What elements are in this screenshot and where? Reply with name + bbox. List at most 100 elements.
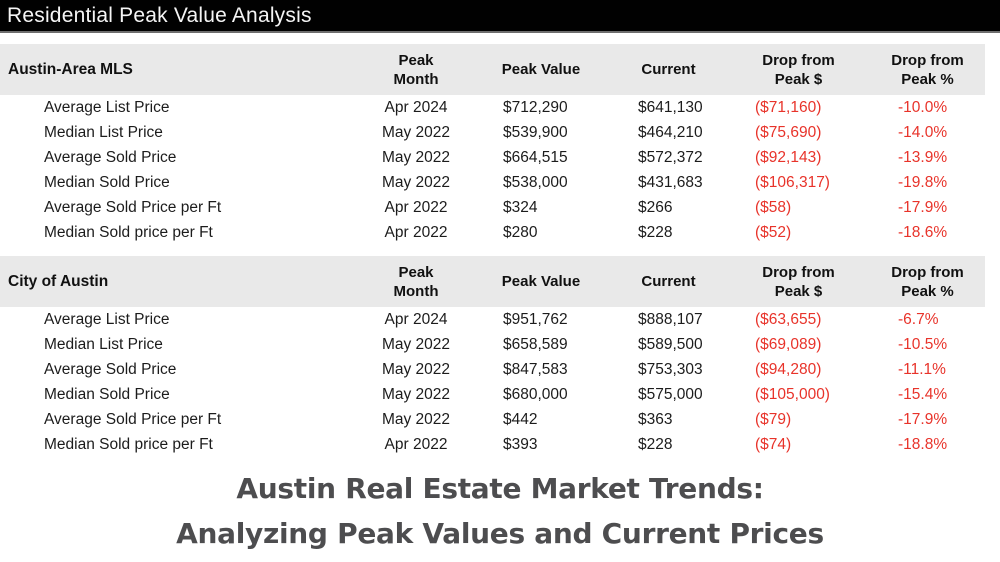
column-header-peak-month: Peak Month [393,51,439,88]
section-title: Austin-Area MLS [8,60,133,78]
cell-drop-dollar: ($105,000) [755,386,830,403]
table-row: Median List Price May 2022 $539,900 $464… [0,120,985,145]
section-title: City of Austin [8,272,109,290]
data-table: Austin-Area MLS Peak Month Peak Value Cu… [0,44,985,457]
cell-drop-percent: -13.9% [898,149,948,166]
cell-current: $228 [638,436,673,453]
cell-peak-month: May 2022 [381,411,451,428]
cell-peak-month: Apr 2024 [384,311,448,328]
column-header-drop-dollar: Drop from Peak $ [762,51,835,88]
section-city-of-austin: City of Austin Peak Month Peak Value Cur… [0,256,985,457]
cell-drop-percent: -6.7% [898,311,939,328]
cell-peak-month: Apr 2022 [384,436,448,453]
column-header-peak-value: Peak Value [501,61,581,78]
cell-current: $431,683 [638,174,703,191]
cell-metric-label: Average List Price [44,311,170,328]
cell-metric-label: Median Sold Price [44,174,170,191]
cell-peak-month: May 2022 [381,149,451,166]
cell-current: $464,210 [638,124,703,141]
cell-drop-dollar: ($75,690) [755,124,822,141]
cell-drop-percent: -19.8% [898,174,948,191]
cell-metric-label: Median List Price [44,336,163,353]
cell-drop-dollar: ($63,655) [755,311,822,328]
section-divider [0,245,985,256]
cell-peak-month: May 2022 [381,386,451,403]
cell-drop-dollar: ($52) [755,224,792,241]
cell-drop-percent: -10.5% [898,336,948,353]
cell-current: $753,303 [638,361,703,378]
cell-peak-value: $680,000 [503,386,568,403]
cell-peak-month: May 2022 [381,361,451,378]
cell-drop-percent: -10.0% [898,99,948,116]
table-row: Average Sold Price per Ft Apr 2022 $324 … [0,195,985,220]
section-header-row: Austin-Area MLS Peak Month Peak Value Cu… [0,44,985,95]
cell-drop-percent: -17.9% [898,199,948,216]
table-row: Median Sold price per Ft Apr 2022 $393 $… [0,432,985,457]
table-row: Average Sold Price May 2022 $847,583 $75… [0,357,985,382]
caption-line-2: Analyzing Peak Values and Current Prices [176,517,824,550]
cell-peak-value: $538,000 [503,174,568,191]
cell-metric-label: Median Sold Price [44,386,170,403]
section-header-row: City of Austin Peak Month Peak Value Cur… [0,256,985,307]
cell-peak-value: $393 [503,436,538,453]
cell-peak-month: May 2022 [381,174,451,191]
cell-current: $228 [638,224,673,241]
cell-peak-value: $658,589 [503,336,568,353]
cell-drop-dollar: ($58) [755,199,792,216]
cell-peak-month: Apr 2022 [384,199,448,216]
cell-drop-percent: -17.9% [898,411,948,428]
cell-current: $888,107 [638,311,703,328]
cell-peak-month: May 2022 [381,336,451,353]
cell-peak-value: $951,762 [503,311,568,328]
cell-peak-month: May 2022 [381,124,451,141]
column-header-peak-value: Peak Value [501,273,581,290]
table-row: Average Sold Price May 2022 $664,515 $57… [0,145,985,170]
cell-metric-label: Average Sold Price [44,149,177,166]
cell-drop-dollar: ($92,143) [755,149,822,166]
table-row: Median List Price May 2022 $658,589 $589… [0,332,985,357]
table-row: Median Sold price per Ft Apr 2022 $280 $… [0,220,985,245]
section-austin-area-mls: Austin-Area MLS Peak Month Peak Value Cu… [0,44,985,245]
column-header-drop-percent: Drop from Peak % [891,263,964,300]
cell-peak-value: $712,290 [503,99,568,116]
table-row: Average List Price Apr 2024 $712,290 $64… [0,95,985,120]
cell-current: $589,500 [638,336,703,353]
column-header-current: Current [641,273,696,290]
cell-metric-label: Median List Price [44,124,163,141]
cell-drop-dollar: ($74) [755,436,792,453]
cell-current: $641,130 [638,99,703,116]
table-row: Average Sold Price per Ft May 2022 $442 … [0,407,985,432]
caption-block: Austin Real Estate Market Trends: Analyz… [0,466,1000,556]
page-title: Residential Peak Value Analysis [7,3,312,27]
cell-peak-value: $664,515 [503,149,568,166]
cell-drop-percent: -11.1% [898,361,946,378]
cell-drop-percent: -14.0% [898,124,948,141]
cell-metric-label: Average Sold Price per Ft [44,199,222,216]
cell-drop-percent: -18.6% [898,224,948,241]
column-header-current: Current [641,61,696,78]
title-bar: Residential Peak Value Analysis [0,0,1000,33]
cell-metric-label: Average Sold Price per Ft [44,411,222,428]
column-header-drop-dollar: Drop from Peak $ [762,263,835,300]
cell-drop-dollar: ($69,089) [755,336,822,353]
cell-drop-percent: -18.8% [898,436,948,453]
cell-drop-dollar: ($71,160) [755,99,822,116]
cell-current: $572,372 [638,149,703,166]
cell-drop-percent: -15.4% [898,386,948,403]
cell-current: $266 [638,199,673,216]
cell-drop-dollar: ($79) [755,411,792,428]
cell-peak-value: $280 [503,224,538,241]
table-row: Average List Price Apr 2024 $951,762 $88… [0,307,985,332]
caption-line-1: Austin Real Estate Market Trends: [236,472,764,505]
cell-peak-month: Apr 2024 [384,99,448,116]
cell-metric-label: Average List Price [44,99,170,116]
cell-current: $363 [638,411,673,428]
cell-peak-month: Apr 2022 [384,224,448,241]
column-header-drop-percent: Drop from Peak % [891,51,964,88]
cell-metric-label: Median Sold price per Ft [44,436,213,453]
cell-metric-label: Average Sold Price [44,361,177,378]
cell-drop-dollar: ($94,280) [755,361,822,378]
cell-current: $575,000 [638,386,703,403]
table-row: Median Sold Price May 2022 $680,000 $575… [0,382,985,407]
cell-peak-value: $324 [503,199,538,216]
